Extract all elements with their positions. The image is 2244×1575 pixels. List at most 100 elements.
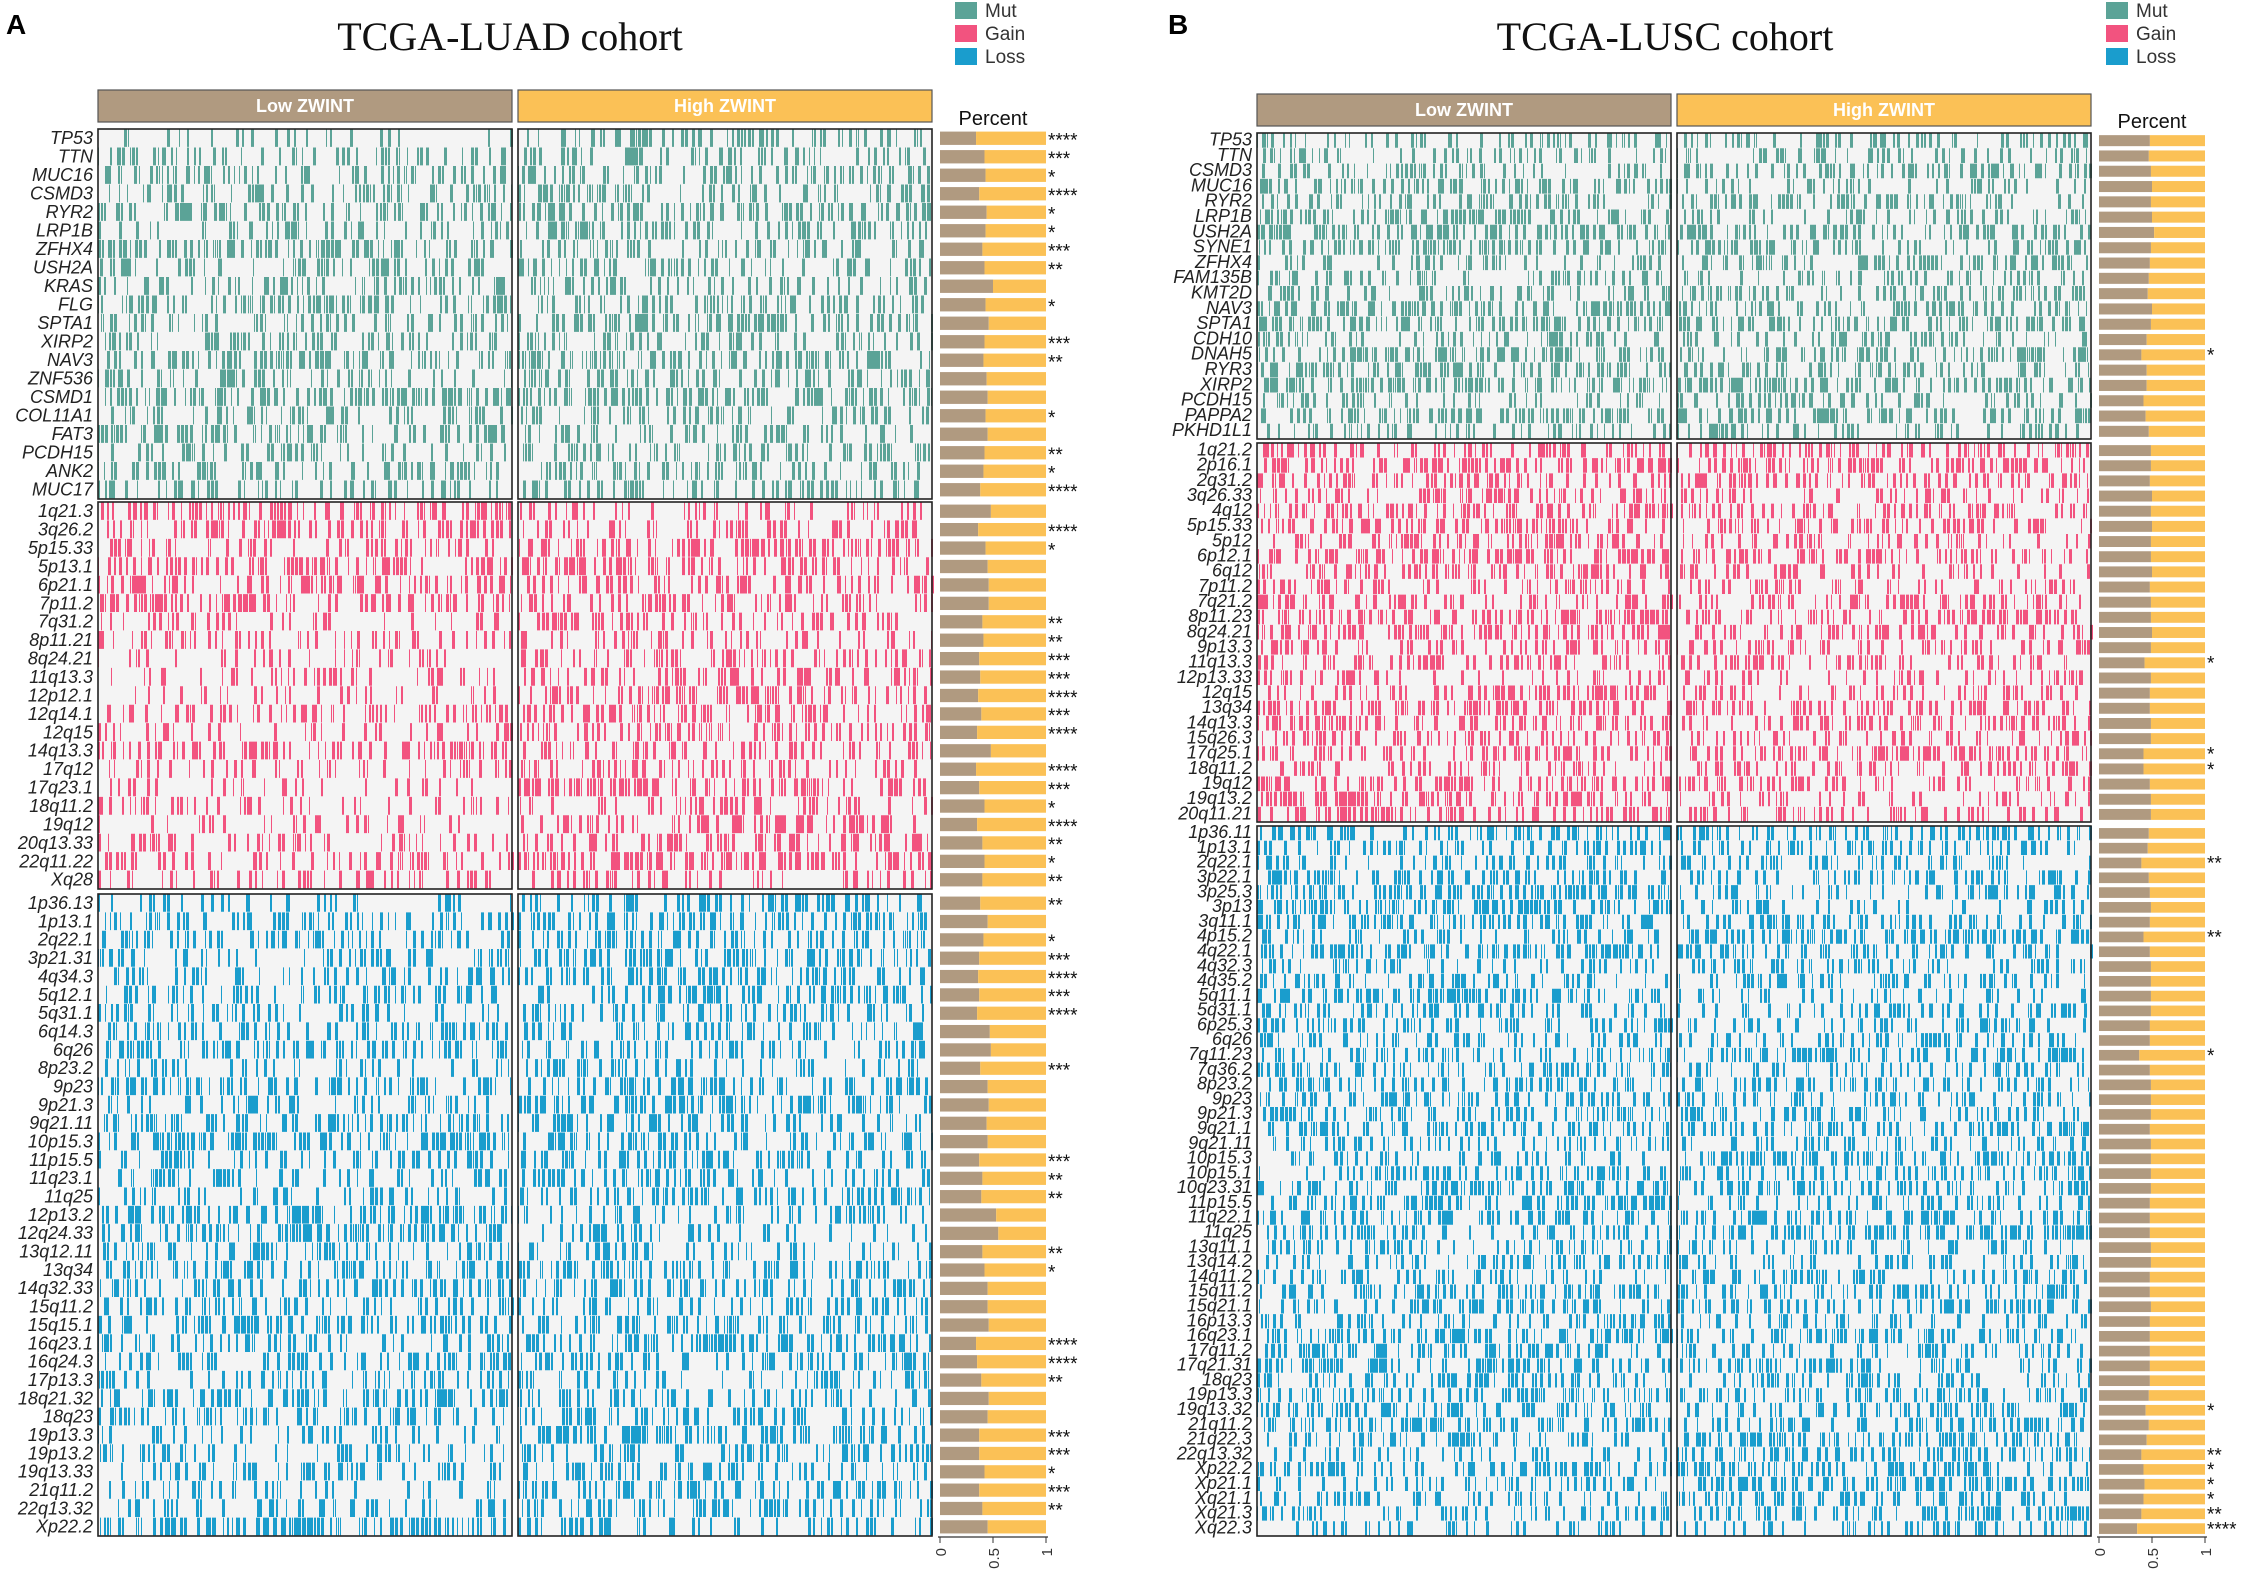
percent-bar-low xyxy=(2099,257,2150,269)
significance-mark: * xyxy=(2207,1460,2215,1481)
high-group-block-border xyxy=(517,501,933,890)
legend-swatch-loss xyxy=(955,48,977,65)
row-label: SPTA1 xyxy=(37,313,93,333)
percent-bar-low xyxy=(2099,1419,2149,1431)
percent-bar-low xyxy=(2099,364,2147,376)
percent-bar-high xyxy=(2150,975,2205,987)
row-label: 16q23.1 xyxy=(28,1333,93,1353)
percent-bar-high xyxy=(2149,1064,2205,1076)
heat-cells-USH2A-low xyxy=(1257,224,1670,240)
row-label: 15q15.1 xyxy=(28,1315,93,1335)
high-group-block-border xyxy=(517,893,933,1537)
row-label: 21q22.3 xyxy=(1186,1429,1252,1449)
heat-cells-4q32.3-high xyxy=(1692,959,2085,974)
heat-cells-KRAS-low xyxy=(98,277,505,295)
heat-cells-10p15.1-low xyxy=(1259,1166,1666,1181)
heat-cells-2q22.1-high xyxy=(1681,855,2091,870)
heat-cells-15q21.1-high xyxy=(1677,1299,2092,1314)
heat-cells-RYR2-low xyxy=(98,203,512,221)
heat-cells-ZFHX4-low xyxy=(98,240,513,258)
heat-cells-Xp22.2-high xyxy=(1677,1462,2088,1477)
heat-cells-13q11.1-low xyxy=(1268,1240,1672,1255)
tick-label: 1 xyxy=(1039,1548,1056,1556)
percent-bar-low xyxy=(940,933,984,947)
row-label: 18q23 xyxy=(1202,1369,1252,1389)
percent-bar-high xyxy=(2150,505,2205,517)
heat-cells-14q11.2-low xyxy=(1257,1269,1666,1284)
heat-cells-10p15.3-low xyxy=(98,1132,509,1151)
percent-bar-high xyxy=(988,316,1046,330)
row-label: 7q21.2 xyxy=(1197,591,1252,611)
percent-bar-low xyxy=(2099,793,2151,805)
percent-bar-low xyxy=(940,1428,980,1442)
heat-cells-16q23.1-low xyxy=(1267,1328,1673,1344)
row-label: 9p21.3 xyxy=(1197,1103,1252,1123)
heat-cells-1p36.11-low xyxy=(1260,826,1671,841)
row-label: 5p15.33 xyxy=(1187,515,1252,535)
significance-mark: **** xyxy=(1048,725,1078,746)
percent-bar-low xyxy=(940,541,986,555)
percent-bar-high xyxy=(2149,702,2205,714)
percent-bar-high xyxy=(983,464,1046,478)
heat-cells-3q11.1-high xyxy=(1683,914,2092,929)
heat-cells-19q13.2-high xyxy=(1680,791,2090,807)
row-label: Xq21.3 xyxy=(1194,1503,1252,1523)
row-label: MUC16 xyxy=(1191,175,1253,195)
percent-bar-high xyxy=(2150,165,2205,177)
heat-cells-XIRP2-high xyxy=(518,332,933,351)
percent-bar-low xyxy=(2099,566,2152,578)
percent-bar-low xyxy=(940,298,986,312)
percent-bar-high xyxy=(979,951,1046,965)
legend-a: Mut Gain Loss xyxy=(955,1,1025,68)
heat-cells-8q24.21-high xyxy=(1695,624,2093,640)
percent-bar-high xyxy=(987,1281,1046,1295)
percent-bar-low xyxy=(940,1098,989,1112)
row-label: 13q11.1 xyxy=(1188,1236,1252,1256)
heat-cells-2p16.1-low xyxy=(1264,458,1672,473)
row-label: Xp22.2 xyxy=(1194,1458,1252,1478)
row-label: 5p15.33 xyxy=(28,538,93,558)
row-label: 4p15.2 xyxy=(1197,926,1252,946)
percent-bar-high xyxy=(2150,1109,2205,1120)
group-label-high-b: High ZWINT xyxy=(1833,100,1935,120)
row-label: 2q31.2 xyxy=(1196,470,1252,490)
percent-bar-low xyxy=(2099,611,2151,623)
heat-cells-5p15.33-low xyxy=(1257,518,1665,534)
heat-cells-12q15-low xyxy=(98,723,513,741)
significance-mark: ** xyxy=(1048,1372,1063,1393)
heat-cells-13q34-high xyxy=(518,1260,932,1279)
percent-bar-high xyxy=(990,1043,1046,1057)
percent-bar-low xyxy=(2099,181,2152,193)
heat-cells-18q21.32-low xyxy=(101,1389,508,1407)
significance-mark: * xyxy=(2207,760,2215,781)
percent-bar-high xyxy=(2150,1301,2205,1313)
percent-bar-high xyxy=(2149,916,2205,928)
percent-bar-high xyxy=(2150,460,2205,472)
significance-mark: **** xyxy=(1048,688,1078,709)
percent-bar-low xyxy=(2099,520,2152,532)
percent-bar-low xyxy=(2099,748,2144,760)
percent-bar-low xyxy=(2099,975,2151,987)
percent-bar-high xyxy=(2148,150,2205,162)
row-label: 16p13.3 xyxy=(1187,1310,1252,1330)
row-label: Xq22.3 xyxy=(1194,1517,1252,1537)
heat-cells-10p15.1-high xyxy=(1680,1166,2091,1181)
heat-cells-12q24.33-high xyxy=(542,1224,927,1242)
row-label: 17q25.1 xyxy=(1187,743,1252,763)
row-label: 5q12.1 xyxy=(38,985,93,1005)
percent-bar-high xyxy=(990,744,1046,758)
percent-bar-high xyxy=(2150,1153,2205,1165)
percent-bar-low xyxy=(2099,1508,2142,1520)
row-label: Xp21.1 xyxy=(1194,1473,1252,1493)
heat-cells-14q13.3-low xyxy=(1257,715,1671,731)
percent-bar-low xyxy=(2099,1035,2150,1046)
heat-cells-SYNE1-high xyxy=(1677,240,2086,255)
heat-cells-17q23.1-high xyxy=(518,778,926,797)
percent-bar-high xyxy=(993,279,1046,293)
heat-cells-DNAH5-low xyxy=(1257,347,1664,362)
significance-mark: **** xyxy=(1048,1336,1078,1357)
row-label: 18q21.32 xyxy=(18,1388,93,1408)
heat-cells-6p12.1-low xyxy=(1257,549,1669,564)
percent-axis-title-b: Percent xyxy=(2118,111,2187,133)
low-group-block-border xyxy=(97,128,513,500)
